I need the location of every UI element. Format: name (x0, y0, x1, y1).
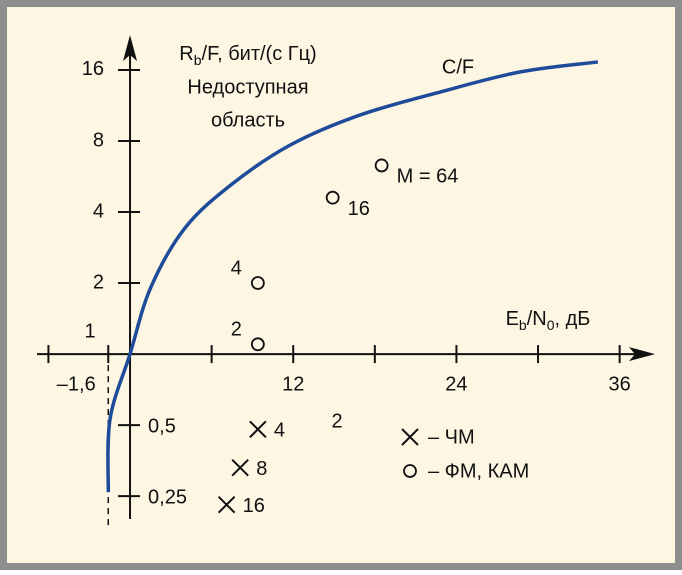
point-label: 2 (231, 319, 242, 341)
point (325, 190, 340, 205)
point (374, 158, 389, 173)
x-axis-label-part: 0 (547, 317, 555, 333)
x-axis-label-part: E (506, 308, 519, 330)
point (217, 495, 236, 514)
y-tick-label: 16 (82, 58, 104, 80)
point-label: 16 (348, 198, 370, 220)
y-axis-label-part: R (179, 43, 193, 65)
annotation: Недоступная (187, 76, 308, 98)
annotation: область (211, 109, 285, 131)
point-label: M = 64 (397, 166, 459, 188)
x-tick-label: 24 (445, 373, 467, 395)
point-label: 8 (256, 458, 267, 480)
legend-marker (401, 428, 419, 446)
y-tick-label: 1 (84, 320, 95, 342)
y-axis-label-part: /F, бит/(с Гц) (202, 43, 317, 65)
y-tick-label: 2 (93, 271, 104, 293)
x-tick-label: –1,6 (57, 373, 96, 395)
y-tick-label: 0,25 (148, 486, 187, 508)
curve (106, 60, 599, 493)
y-axis-arrow (123, 35, 138, 61)
point (250, 337, 265, 352)
x-axis-arrow (629, 347, 655, 362)
legend-marker (403, 464, 417, 478)
x-axis-label-part: /N (527, 308, 547, 330)
panel (7, 7, 675, 563)
point-stroke (231, 458, 249, 477)
y-tick-label: 8 (93, 129, 104, 151)
y-tick-label: 0,5 (148, 415, 176, 437)
curve-label: C/F (442, 56, 474, 78)
point (249, 420, 267, 438)
y-axis-label-part: b (194, 52, 202, 68)
legend-label: – ЧМ (428, 426, 475, 448)
point-label: 16 (243, 495, 265, 517)
point (250, 276, 265, 290)
x-tick-label: 36 (609, 373, 631, 395)
x-axis-label-part: b (519, 317, 527, 333)
point-label: 4 (231, 257, 242, 279)
y-axis-label: Rb/F, бит/(с Гц) (179, 43, 316, 67)
point-label: 4 (274, 420, 285, 442)
legend-label: – ФМ, КАМ (428, 460, 529, 482)
point-stroke (217, 495, 236, 514)
legend-marker-stroke (401, 428, 419, 446)
x-axis-label-part: , дБ (555, 308, 591, 330)
y-tick-label: 4 (93, 200, 104, 222)
point-stroke (249, 420, 267, 438)
point (231, 458, 249, 477)
x-tick-label: 12 (282, 373, 304, 395)
annotation: 2 (331, 410, 342, 432)
x-axis-label: Eb/N0, дБ (506, 308, 591, 332)
